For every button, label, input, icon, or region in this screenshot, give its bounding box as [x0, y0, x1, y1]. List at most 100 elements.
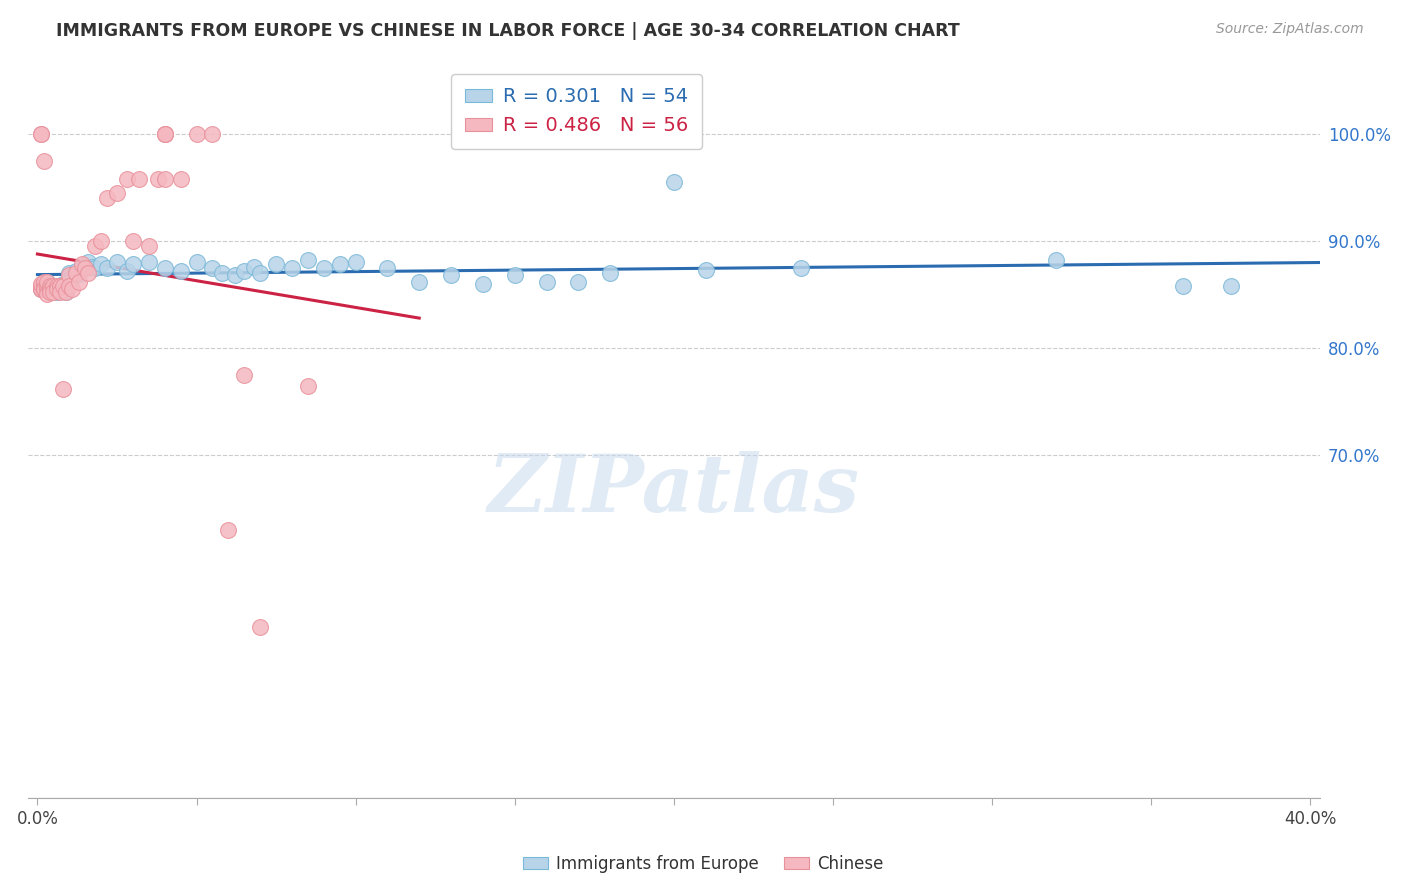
- Point: [83, 239, 105, 253]
- Point: [1219, 279, 1241, 293]
- Point: [233, 264, 256, 278]
- Point: [35, 275, 58, 289]
- Point: [32, 153, 55, 168]
- Point: [599, 266, 621, 280]
- Point: [42, 279, 65, 293]
- Point: [233, 368, 256, 382]
- Point: [35, 287, 58, 301]
- Point: [115, 171, 138, 186]
- Point: [503, 268, 526, 282]
- Point: [169, 171, 191, 186]
- Point: [58, 279, 80, 293]
- Point: [58, 268, 80, 282]
- Point: [39, 282, 62, 296]
- Point: [249, 266, 271, 280]
- Point: [30, 279, 52, 293]
- Point: [70, 257, 93, 271]
- Point: [32, 282, 55, 296]
- Point: [1045, 253, 1067, 268]
- Point: [35, 275, 58, 289]
- Point: [790, 260, 813, 275]
- Point: [128, 171, 150, 186]
- Point: [35, 282, 58, 296]
- Point: [281, 260, 304, 275]
- Point: [67, 275, 90, 289]
- Point: [90, 257, 112, 271]
- Point: [30, 127, 52, 141]
- Point: [536, 275, 558, 289]
- Point: [297, 378, 319, 392]
- Point: [42, 285, 65, 300]
- Text: ZIPatlas: ZIPatlas: [488, 451, 860, 529]
- Point: [377, 260, 399, 275]
- Point: [224, 268, 246, 282]
- Point: [186, 255, 208, 269]
- Point: [48, 282, 70, 296]
- Point: [105, 186, 128, 200]
- Point: [201, 127, 224, 141]
- Point: [30, 282, 52, 296]
- Point: [65, 266, 87, 280]
- Point: [153, 127, 176, 141]
- Point: [90, 234, 112, 248]
- Point: [153, 260, 176, 275]
- Point: [39, 280, 62, 294]
- Point: [45, 285, 67, 300]
- Point: [55, 285, 77, 300]
- Point: [440, 268, 463, 282]
- Point: [80, 260, 103, 274]
- Point: [138, 239, 160, 253]
- Point: [1171, 279, 1194, 293]
- Point: [96, 260, 118, 275]
- Point: [39, 285, 62, 300]
- Point: [62, 282, 84, 296]
- Point: [115, 264, 138, 278]
- Point: [217, 523, 239, 537]
- Point: [30, 127, 52, 141]
- Point: [122, 234, 145, 248]
- Point: [169, 264, 191, 278]
- Point: [45, 279, 67, 293]
- Point: [77, 266, 100, 280]
- Point: [662, 175, 685, 189]
- Point: [35, 279, 58, 293]
- Point: [32, 282, 55, 296]
- Point: [249, 620, 271, 634]
- Point: [48, 279, 70, 293]
- Point: [408, 275, 430, 289]
- Point: [695, 262, 717, 277]
- Point: [83, 260, 105, 275]
- Point: [45, 282, 67, 296]
- Point: [45, 279, 67, 293]
- Legend: R = 0.301   N = 54, R = 0.486   N = 56: R = 0.301 N = 54, R = 0.486 N = 56: [451, 74, 703, 149]
- Point: [75, 260, 97, 275]
- Point: [211, 266, 233, 280]
- Point: [77, 255, 100, 269]
- Point: [122, 257, 145, 271]
- Point: [153, 171, 176, 186]
- Point: [344, 255, 367, 269]
- Point: [32, 279, 55, 293]
- Point: [243, 260, 266, 274]
- Point: [52, 279, 75, 293]
- Point: [39, 282, 62, 296]
- Point: [55, 285, 77, 300]
- Point: [52, 382, 75, 396]
- Point: [67, 267, 90, 281]
- Point: [329, 257, 352, 271]
- Point: [471, 277, 494, 291]
- Point: [138, 255, 160, 269]
- Legend: Immigrants from Europe, Chinese: Immigrants from Europe, Chinese: [516, 848, 890, 880]
- Point: [62, 270, 84, 285]
- Point: [105, 255, 128, 269]
- Point: [48, 285, 70, 300]
- Point: [52, 277, 75, 291]
- Point: [201, 260, 224, 275]
- Point: [96, 191, 118, 205]
- Point: [186, 127, 208, 141]
- Point: [312, 260, 335, 275]
- Point: [32, 279, 55, 293]
- Point: [30, 282, 52, 296]
- Point: [39, 279, 62, 293]
- Point: [153, 127, 176, 141]
